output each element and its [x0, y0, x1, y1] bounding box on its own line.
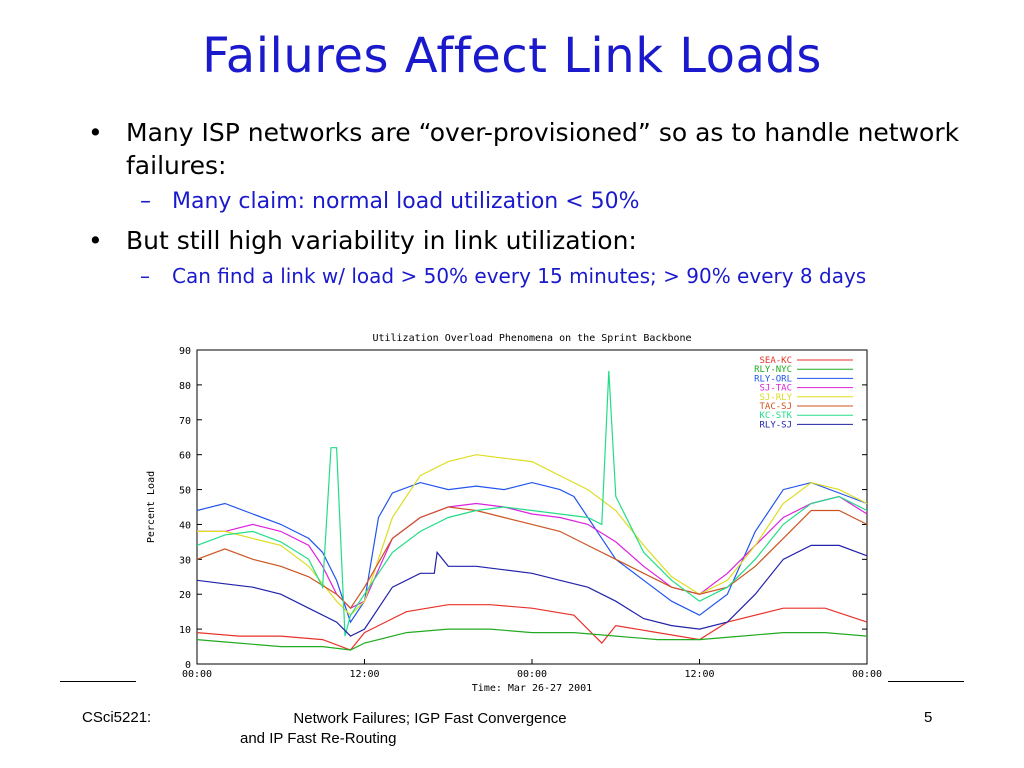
footer-rule-left: [60, 681, 136, 682]
slide-title: Failures Affect Link Loads: [202, 28, 822, 84]
y-tick-label: 20: [179, 590, 191, 601]
legend-label: TAC-SJ: [759, 402, 792, 412]
bullet-text: But still high variability in link utili…: [126, 226, 637, 255]
series-line: [196, 506, 868, 610]
y-tick-label: 0: [185, 660, 191, 671]
legend-label: RLY-SJ: [759, 420, 792, 430]
series-line: [196, 604, 868, 651]
y-tick-label: 30: [179, 555, 191, 566]
series-line: [197, 454, 868, 617]
footer-title: Network Failures; IGP Fast Convergence a…: [210, 709, 650, 749]
footer-course: CSci5221:: [82, 709, 152, 726]
series-line: [196, 481, 868, 624]
x-tick-label: 00:00: [852, 669, 882, 680]
legend-label: RLY-NYC: [754, 365, 792, 375]
sub-bullet-dash: –: [140, 189, 151, 214]
bullet-text: Many ISP networks are “over-provisioned”…: [126, 118, 960, 180]
bullet-dot: •: [88, 226, 103, 255]
y-tick-label: 90: [179, 346, 191, 357]
y-tick-label: 50: [179, 486, 191, 497]
legend-label: SEA-KC: [759, 356, 792, 366]
x-tick-label: 12:00: [684, 669, 714, 680]
footer-title-line2: and IP Fast Re-Routing: [240, 730, 397, 747]
footer-rule-right: [888, 681, 964, 682]
legend-label: SJ-TAC: [759, 384, 792, 394]
series-line: [196, 628, 868, 651]
legend-label: SJ-RLY: [759, 393, 792, 403]
bullet-list: • Many ISP networks are “over-provisione…: [88, 116, 968, 289]
y-tick-label: 80: [179, 381, 191, 392]
y-tick-label: 10: [179, 625, 191, 636]
page-number: 5: [924, 709, 933, 726]
legend-label: RLY-ORL: [754, 374, 792, 384]
series-line: [196, 544, 868, 637]
y-tick-label: 40: [179, 520, 191, 531]
x-tick-label: 00:00: [182, 669, 212, 680]
bullet-dot: •: [88, 118, 103, 147]
x-axis-label: Time: Mar 26-27 2001: [472, 683, 592, 694]
x-tick-label: 00:00: [517, 669, 547, 680]
x-tick-label: 12:00: [349, 669, 379, 680]
sub-bullet-dash: –: [140, 264, 150, 288]
sub-bullet-item: – Can find a link w/ load > 50% every 15…: [88, 263, 968, 289]
footer-title-line1: Network Failures; IGP Fast Convergence: [293, 710, 567, 727]
legend-label: KC-STK: [759, 411, 792, 421]
series-line: [196, 370, 868, 637]
y-tick-label: 70: [179, 416, 191, 427]
sub-bullet-item: – Many claim: normal load utilization < …: [88, 188, 968, 215]
sub-bullet-text: Can find a link w/ load > 50% every 15 m…: [172, 264, 867, 288]
y-tick-label: 60: [179, 451, 191, 462]
chart-title: Utilization Overload Phenomena on the Sp…: [372, 333, 691, 344]
bullet-item: • Many ISP networks are “over-provisione…: [88, 116, 968, 182]
bullet-item: • But still high variability in link uti…: [88, 224, 968, 257]
sub-bullet-text: Many claim: normal load utilization < 50…: [172, 189, 640, 214]
utilization-line-chart: Utilization Overload Phenomena on the Sp…: [146, 333, 882, 694]
y-axis-label: Percent Load: [146, 471, 157, 543]
